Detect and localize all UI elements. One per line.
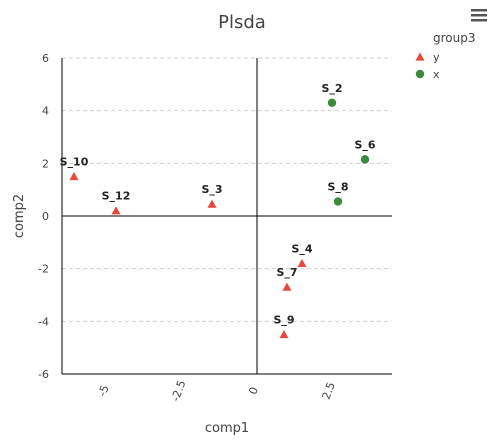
point-label: S_12	[102, 190, 131, 203]
y-tick-label: 4	[42, 105, 49, 118]
y-tick-label: -2	[38, 263, 49, 276]
y-tick-label: 2	[42, 157, 49, 170]
tick-labels: 6 4 2 0 -2 -4 -6 -5 -2.5 0 2.5	[38, 52, 338, 403]
x-tick-label: -5	[96, 383, 112, 398]
point-label: S_10	[60, 156, 89, 169]
legend-marker-x[interactable]	[415, 69, 425, 79]
point-s-4[interactable]	[297, 258, 307, 267]
point-s-10[interactable]	[69, 172, 79, 181]
y-axis-title: comp2	[12, 194, 27, 238]
point-s-2[interactable]	[327, 98, 337, 107]
y-tick-label: -4	[38, 315, 49, 328]
point-s-12[interactable]	[111, 206, 121, 215]
point-label: S_6	[354, 138, 375, 151]
point-s-8[interactable]	[333, 197, 343, 206]
axis-layer	[61, 58, 392, 375]
point-label: S_7	[276, 266, 297, 279]
legend-label-x[interactable]: x	[433, 68, 440, 81]
point-label: S_2	[321, 82, 342, 95]
data-points: S_10 S_12 S_3 S_4 S_7 S_9 S_2 S_6 S_8	[60, 82, 376, 339]
y-tick-label: 0	[42, 210, 49, 223]
legend-title: group3	[433, 31, 476, 45]
point-s-9[interactable]	[279, 330, 289, 339]
legend-label-y[interactable]: y	[433, 51, 440, 64]
x-tick-label: 0	[246, 385, 261, 396]
point-label: S_8	[327, 181, 348, 194]
y-tick-label: 6	[42, 52, 49, 65]
hamburger-menu-icon[interactable]	[470, 6, 488, 22]
point-s-3[interactable]	[207, 199, 217, 208]
x-tick-label: -2.5	[169, 378, 189, 403]
x-axis-title: comp1	[205, 421, 249, 436]
x-tick-label: 2.5	[320, 380, 338, 401]
point-label: S_9	[273, 314, 294, 327]
legend-marker-y[interactable]	[415, 52, 425, 61]
legend[interactable]: group3 yx	[415, 31, 476, 81]
point-s-6[interactable]	[360, 155, 370, 164]
legend-items[interactable]: yx	[415, 51, 441, 81]
point-label: S_3	[201, 183, 222, 196]
chart-title: Plsda	[218, 12, 266, 33]
point-label: S_4	[291, 242, 312, 255]
point-s-7[interactable]	[282, 282, 292, 291]
y-tick-label: -6	[38, 368, 49, 381]
